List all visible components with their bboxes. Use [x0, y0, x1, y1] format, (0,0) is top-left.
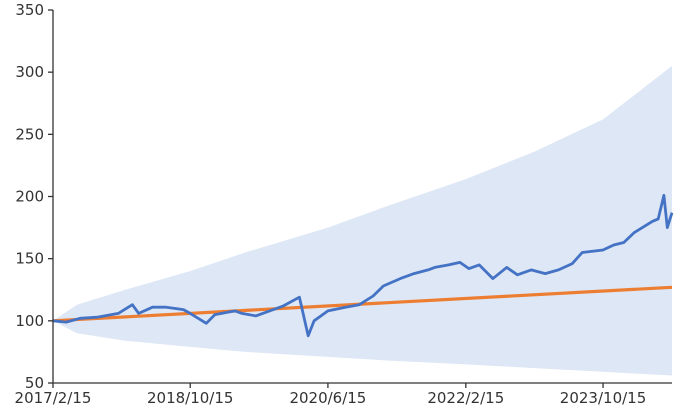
x-tick-label: 2017/2/15 [15, 389, 92, 407]
x-tick-label: 2022/2/15 [427, 389, 504, 407]
y-tick-label: 150 [15, 250, 44, 268]
y-tick-label: 200 [15, 188, 44, 206]
y-tick-label: 100 [15, 312, 44, 330]
x-axis: 2017/2/15 2018/10/15 2020/6/15 2022/2/15 202… [15, 383, 646, 407]
y-tick-label: 300 [15, 63, 44, 81]
x-tick-label: 2018/10/15 [147, 389, 233, 407]
range-band [53, 65, 672, 376]
y-tick-label: 50 [25, 374, 44, 392]
x-tick-label: 2020/6/15 [289, 389, 366, 407]
y-tick-label: 350 [15, 1, 44, 19]
y-tick-label: 250 [15, 125, 44, 143]
x-tick-label: 2023/10/15 [560, 389, 646, 407]
index-series-line [52, 193, 674, 338]
y-axis: 50 100 150 200 250 300 350 [15, 1, 53, 392]
